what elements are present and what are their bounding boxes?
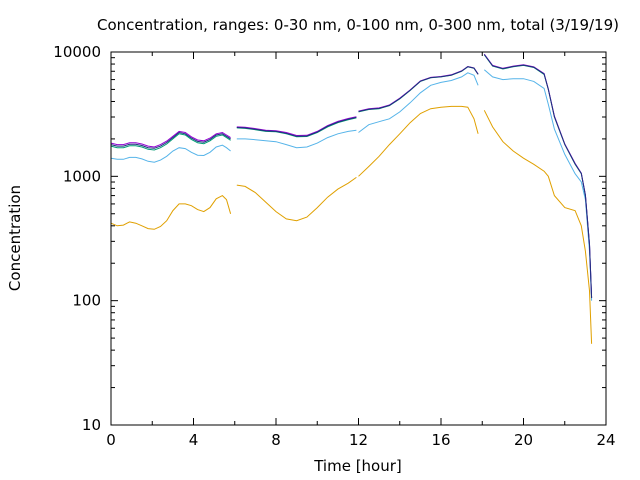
plot-frame	[110, 51, 607, 426]
series-4-segment-1	[236, 116, 357, 137]
series-0-segment-2	[358, 105, 479, 177]
series-0-segment-3	[483, 110, 593, 344]
series-3-segment-3	[483, 53, 593, 298]
chart-title: Concentration, ranges: 0-30 nm, 0-100 nm…	[97, 16, 619, 34]
x-tick-label-5: 20	[514, 431, 533, 449]
series-1-segment-1	[236, 129, 357, 149]
series-4-segment-0	[110, 131, 231, 149]
y-tick-label-3: 10000	[53, 43, 101, 61]
series-1-segment-0	[110, 144, 231, 163]
series-3-segment-1	[236, 116, 357, 137]
series-2-segment-2	[358, 66, 479, 113]
y-axis-label: Concentration	[6, 185, 24, 291]
x-tick-label-3: 12	[349, 431, 368, 449]
x-tick-label-2: 8	[271, 431, 281, 449]
series-4-segment-3	[483, 54, 593, 299]
series-1-segment-2	[358, 72, 479, 133]
series-4-segment-2	[358, 66, 479, 112]
axes-layer: 0 4 8 12 16 20 24 10 100 1000 10000	[53, 43, 615, 449]
y-tick-label-0: 10	[82, 416, 101, 434]
x-tick-label-6: 24	[596, 431, 615, 449]
series-0-segment-1	[236, 176, 357, 222]
y-tick-label-2: 1000	[63, 167, 101, 185]
x-tick-label-1: 4	[189, 431, 199, 449]
y-tick-label-1: 100	[72, 292, 101, 310]
series-2-segment-0	[110, 133, 231, 151]
x-tick-label-4: 16	[431, 431, 450, 449]
x-axis-label: Time [hour]	[313, 457, 402, 475]
series-layer	[110, 53, 593, 344]
series-3-segment-2	[358, 65, 479, 112]
x-tick-label-0: 0	[106, 431, 116, 449]
series-3-segment-0	[110, 130, 231, 148]
series-2-segment-3	[483, 54, 593, 299]
series-1-segment-3	[483, 69, 593, 301]
series-0-segment-0	[110, 194, 232, 230]
